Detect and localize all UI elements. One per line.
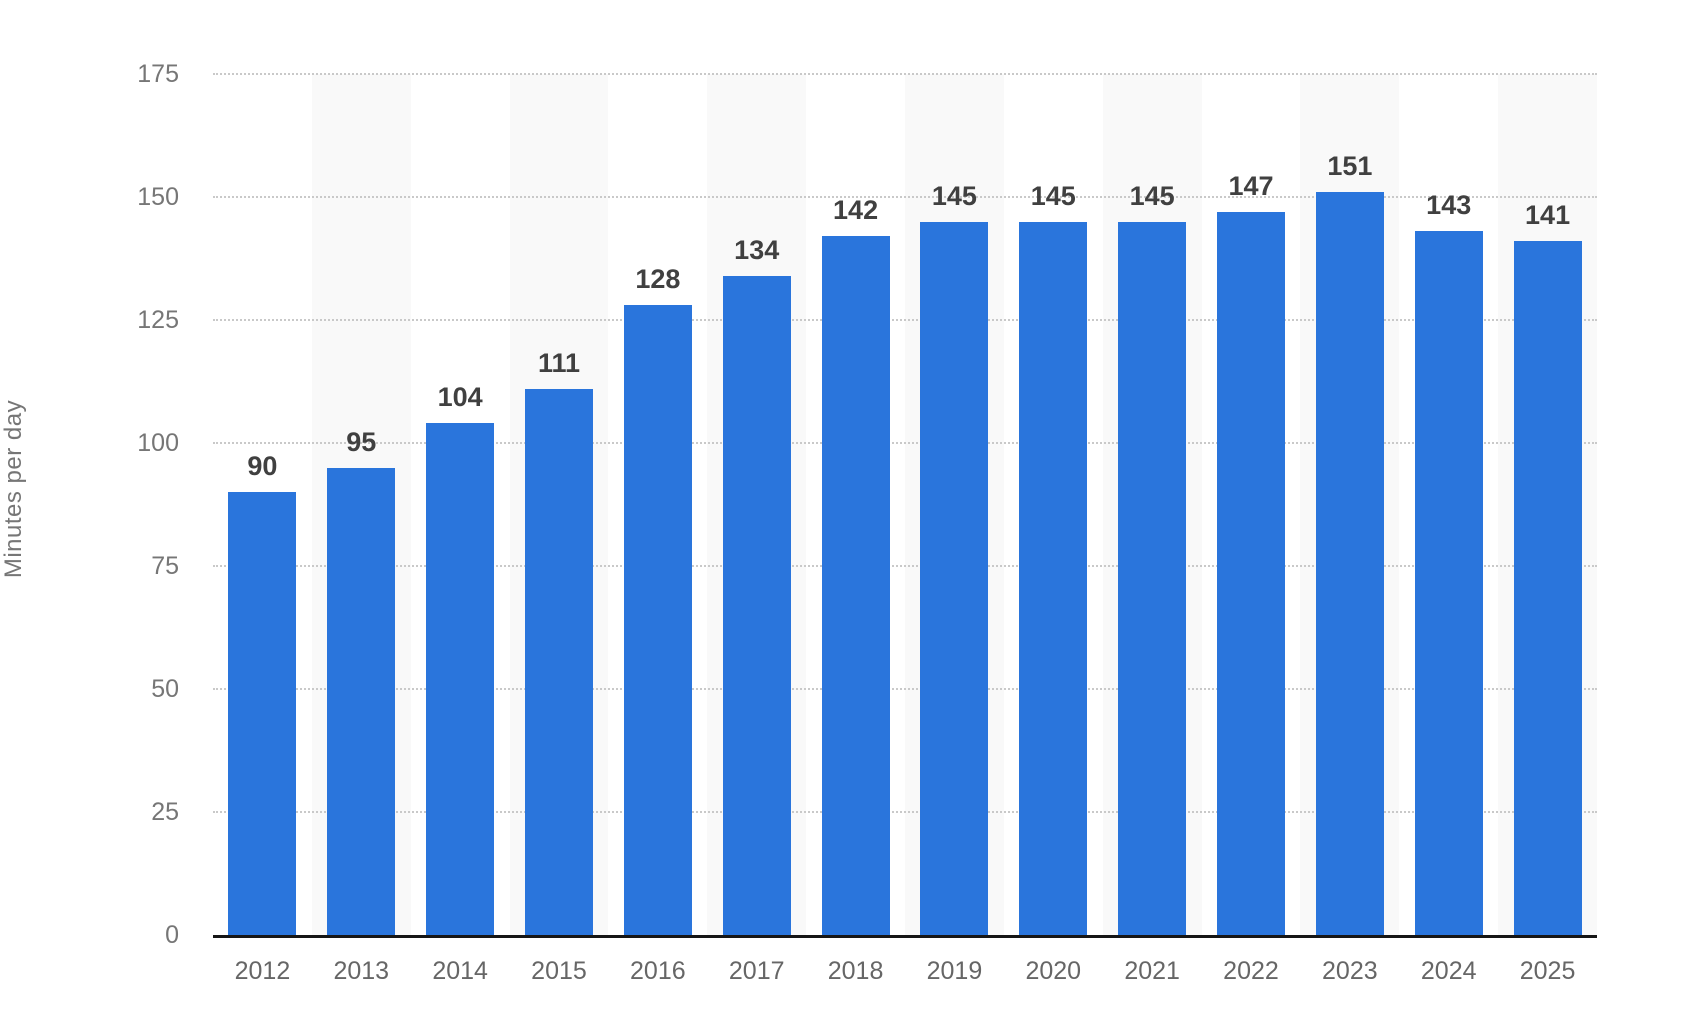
value-label-2012: 90 <box>247 451 278 482</box>
value-label-2020: 145 <box>1030 180 1076 211</box>
bar-2014 <box>426 423 495 935</box>
value-label-2025: 141 <box>1525 200 1571 231</box>
plot-area: 90 95 104 111 128 134 142 145 145 145 147 151 143 141 <box>213 73 1597 938</box>
bar-2016 <box>623 305 692 935</box>
x-tick-label-2018: 2018 <box>827 957 884 985</box>
value-label-2016: 128 <box>635 264 681 295</box>
x-tick-label-2022: 2022 <box>1223 957 1279 985</box>
bar-2015 <box>525 388 593 935</box>
value-label-2014: 104 <box>437 382 483 413</box>
x-tick-label-2023: 2023 <box>1322 957 1378 985</box>
gridline <box>213 196 1597 198</box>
y-tick-label-175: 175 <box>137 60 179 88</box>
gridline <box>213 688 1597 690</box>
gridline <box>213 811 1597 813</box>
x-tick-label-2021: 2021 <box>1124 957 1180 985</box>
x-tick-label-2020: 2020 <box>1025 957 1082 985</box>
value-label-2019: 145 <box>931 180 977 211</box>
y-axis-title: Minutes per day <box>0 399 27 579</box>
x-tick-label-2017: 2017 <box>728 957 785 985</box>
bar-2018 <box>821 236 890 935</box>
value-label-2022: 147 <box>1228 170 1274 201</box>
bar-2012 <box>228 492 297 935</box>
y-tick-label-75: 75 <box>151 552 179 580</box>
bar-2013 <box>327 467 396 935</box>
value-label-2024: 143 <box>1426 190 1472 221</box>
bar-2023 <box>1315 192 1384 935</box>
bar-2019 <box>920 221 989 935</box>
bar-2024 <box>1414 231 1483 935</box>
x-tick-label-2012: 2012 <box>234 957 291 985</box>
bar-2020 <box>1019 221 1088 935</box>
bar-2021 <box>1118 221 1187 935</box>
y-tick-label-150: 150 <box>137 183 179 211</box>
gridline <box>213 565 1597 567</box>
value-label-2017: 134 <box>734 234 780 265</box>
value-label-2015: 111 <box>537 347 581 378</box>
value-label-2013: 95 <box>346 426 377 457</box>
x-tick-label-2013: 2013 <box>333 957 390 985</box>
x-tick-label-2019: 2019 <box>926 957 983 985</box>
y-tick-label-25: 25 <box>151 798 179 826</box>
y-tick-label-125: 125 <box>137 306 179 334</box>
x-tick-label-2015: 2015 <box>531 957 587 985</box>
y-tick-label-100: 100 <box>137 429 179 457</box>
value-label-2023: 151 <box>1327 151 1373 182</box>
bar-2017 <box>722 275 791 935</box>
x-tick-label-2024: 2024 <box>1420 957 1477 985</box>
x-tick-label-2014: 2014 <box>432 957 488 985</box>
value-label-2018: 142 <box>833 195 879 226</box>
x-tick-label-2016: 2016 <box>630 957 686 985</box>
y-tick-label-50: 50 <box>151 675 179 703</box>
x-tick-label-2025: 2025 <box>1519 957 1576 985</box>
bar-2022 <box>1217 211 1285 935</box>
bar-2025 <box>1513 241 1582 935</box>
gridline <box>213 73 1597 75</box>
gridline <box>213 319 1597 321</box>
gridline <box>213 442 1597 444</box>
y-tick-label-0: 0 <box>165 921 179 949</box>
value-label-2021: 145 <box>1129 180 1175 211</box>
